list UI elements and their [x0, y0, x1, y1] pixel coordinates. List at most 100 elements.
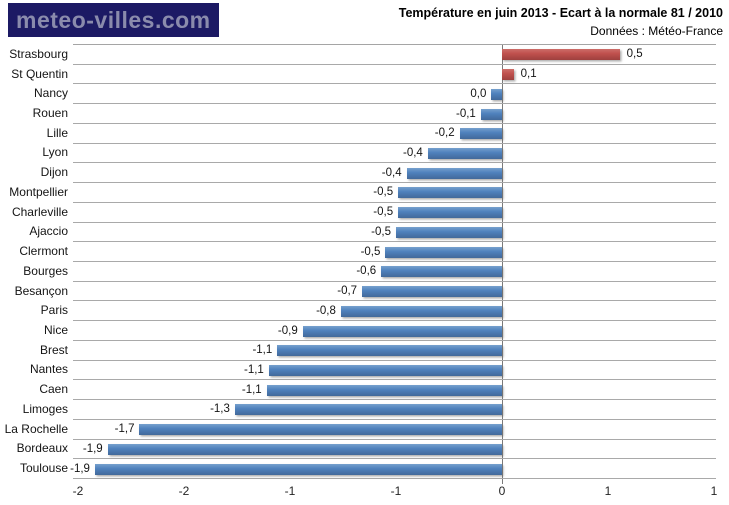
value-bar: [234, 404, 502, 416]
value-bar: [277, 345, 502, 357]
value-bar: [398, 207, 502, 219]
chart-row: [73, 262, 716, 282]
category-label: Nancy: [33, 86, 68, 101]
x-tick-label: 1: [604, 484, 612, 498]
value-label: -0,5: [373, 206, 394, 219]
category-label: Lille: [46, 125, 68, 140]
category-label: Besançon: [14, 283, 68, 298]
meteo-villes-logo[interactable]: meteo-villes.com: [8, 3, 219, 37]
category-label: Caen: [39, 382, 68, 397]
x-tick-label: 0: [498, 484, 506, 498]
value-label: -0,9: [277, 324, 298, 337]
chart-title: Température en juin 2013 - Ecart à la no…: [398, 6, 723, 20]
category-label: Clermont: [19, 244, 68, 259]
value-label: -1,9: [70, 462, 90, 475]
value-label: -1,3: [210, 403, 230, 416]
category-label: Charleville: [11, 204, 68, 219]
value-bar: [480, 108, 502, 120]
chart-row: [73, 183, 716, 203]
value-label: 0,5: [626, 48, 643, 61]
value-bar: [459, 128, 502, 140]
value-bar: [340, 305, 502, 317]
x-tick-label: -2: [178, 484, 190, 498]
value-bar: [381, 266, 502, 278]
value-label: -1,7: [114, 423, 135, 436]
value-label: -0,5: [360, 245, 381, 258]
chart-row: [73, 203, 716, 223]
chart-row: [73, 84, 716, 105]
value-bar: [139, 424, 502, 436]
chart-row: [73, 321, 716, 341]
value-bar: [502, 49, 620, 61]
chart-subtitle: Données : Météo-France: [590, 24, 723, 38]
chart-row: [73, 440, 716, 460]
category-label: Paris: [40, 303, 68, 318]
category-label: Bourges: [23, 263, 68, 278]
value-label: -0,2: [434, 127, 455, 140]
category-label: Rouen: [32, 106, 68, 121]
category-label: Lyon: [42, 145, 68, 160]
chart-row: [73, 65, 716, 85]
chart-row: [73, 124, 716, 144]
category-label: Dijon: [40, 165, 68, 180]
value-label: -0,5: [373, 186, 394, 199]
value-label: -0,1: [455, 107, 476, 120]
value-bar: [362, 286, 502, 298]
value-bar: [398, 187, 502, 199]
value-label: -0,5: [371, 225, 391, 238]
category-label: Nantes: [29, 362, 68, 377]
category-label: St Quentin: [11, 66, 68, 81]
value-label: -1,9: [82, 442, 103, 455]
value-label: -0,7: [337, 285, 358, 298]
value-bar: [491, 88, 502, 100]
x-tick-label: 1: [710, 484, 718, 498]
value-label: -1,1: [252, 344, 273, 357]
value-bar: [396, 226, 502, 238]
chart-row: [73, 45, 716, 65]
chart-row: [73, 104, 716, 124]
value-bar: [502, 69, 514, 81]
zero-axis-line: [502, 45, 503, 484]
chart-row: [73, 420, 716, 440]
category-label: Nice: [43, 323, 68, 338]
category-label: Strasbourg: [9, 46, 68, 61]
category-label: Brest: [39, 342, 68, 357]
value-bar: [302, 325, 502, 337]
value-bar: [406, 167, 502, 179]
category-label: Montpellier: [9, 184, 68, 199]
category-label: Limoges: [22, 401, 68, 416]
category-label: Ajaccio: [29, 224, 68, 239]
plot-area: 0,5 0,1 0,0 -0,1 -0,2 -0,4 -0,4 -0,5 -0,5 -0,5 -0,…: [70, 44, 716, 484]
chart-row: [73, 163, 716, 184]
chart-row: [73, 144, 716, 164]
value-bar: [427, 148, 502, 159]
title-block: Température en juin 2013 - Ecart à la no…: [399, 6, 723, 38]
category-label: Bordeaux: [16, 441, 68, 456]
value-label: -0,4: [381, 166, 402, 179]
value-bar: [107, 443, 502, 455]
chart-row: [73, 400, 716, 420]
category-label: La Rochelle: [4, 421, 68, 436]
value-label: -1,1: [241, 383, 262, 396]
chart-row: [73, 223, 716, 243]
value-label: -1,1: [243, 364, 264, 376]
chart-row: [73, 301, 716, 322]
value-axis: -2 -2 -1 -1 0 1 1: [72, 484, 718, 500]
chart-row: [73, 282, 716, 302]
value-bar: [94, 463, 502, 475]
value-label: -0,8: [316, 304, 336, 317]
value-bar: [266, 384, 502, 396]
x-tick-label: -2: [72, 484, 84, 498]
value-label: -0,4: [402, 147, 423, 159]
chart-row: [73, 361, 716, 381]
chart-row: [73, 459, 716, 479]
value-bar: [268, 365, 502, 376]
value-label: 0,1: [520, 68, 537, 81]
category-axis: Strasbourg St Quentin Nancy Rouen Lille Lyon D…: [0, 44, 68, 478]
chart-row: [73, 380, 716, 401]
value-label: 0,0: [470, 87, 487, 100]
chart-row: [73, 242, 716, 262]
chart-row: [73, 341, 716, 361]
logo-text: meteo-villes.com: [16, 6, 211, 33]
x-tick-label: -1: [284, 484, 296, 498]
